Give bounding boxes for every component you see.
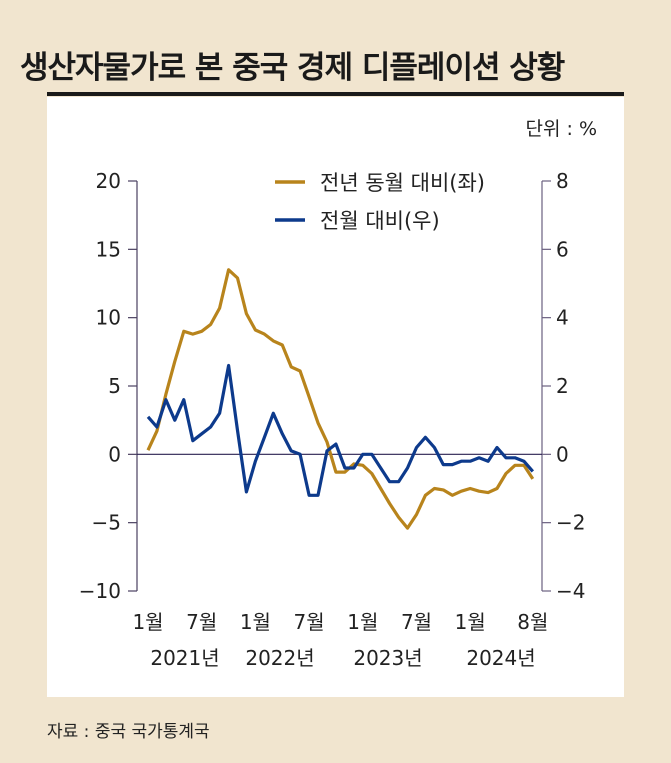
- year-label: 2021년: [150, 646, 219, 670]
- left-tick-label: 20: [96, 169, 121, 193]
- year-label: 2023년: [353, 646, 422, 670]
- title-rule: [47, 92, 624, 96]
- year-label: 2024년: [466, 646, 535, 670]
- right-tick-label: 0: [556, 442, 569, 466]
- x-tick-label: 1월: [240, 610, 271, 634]
- legend-label-2: 전월 대비(우): [320, 209, 440, 233]
- right-tick-label: 8: [556, 169, 569, 193]
- left-tick-label: −5: [92, 511, 121, 535]
- right-tick-label: 2: [556, 374, 569, 398]
- legend-label-1: 전년 동월 대비(좌): [320, 171, 485, 195]
- x-tick-label: 7월: [294, 610, 325, 634]
- right-tick-label: −4: [556, 579, 585, 603]
- left-tick-label: 10: [96, 306, 121, 330]
- series-line-2: [146, 363, 535, 497]
- chart-title: 생산자물가로 본 중국 경제 디플레이션 상황: [20, 50, 565, 86]
- year-label: 2022년: [245, 646, 314, 670]
- series-line-1: [146, 268, 535, 530]
- x-tick-label: 8월: [517, 610, 548, 634]
- left-tick-label: 15: [96, 237, 121, 261]
- right-tick-label: −2: [556, 511, 585, 535]
- source-note: 자료 : 중국 국가통계국: [47, 722, 210, 742]
- x-tick-label: 1월: [455, 610, 486, 634]
- x-tick-label: 7월: [186, 610, 217, 634]
- unit-label: 단위 : %: [526, 118, 598, 140]
- chart-panel: [47, 97, 624, 697]
- right-tick-label: 6: [556, 237, 569, 261]
- x-tick-label: 1월: [132, 610, 163, 634]
- left-tick-label: 0: [108, 442, 121, 466]
- x-tick-label: 7월: [401, 610, 432, 634]
- x-tick-label: 1월: [347, 610, 378, 634]
- left-tick-label: 5: [108, 374, 121, 398]
- right-tick-label: 4: [556, 306, 569, 330]
- left-tick-label: −10: [79, 579, 121, 603]
